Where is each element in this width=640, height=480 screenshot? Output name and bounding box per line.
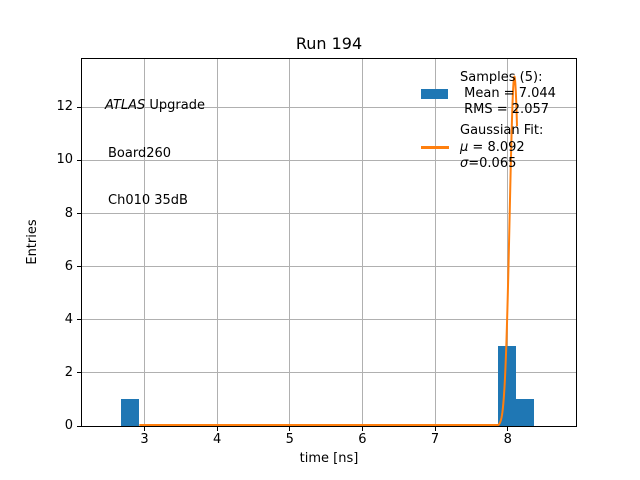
legend-histogram-swatch [421,88,448,99]
x-tick-mark [507,427,509,431]
legend-symbol-sigma: σ [460,156,469,172]
x-tick-mark [361,427,363,431]
y-axis-label: Entries [25,219,40,265]
annotation-atlas-text: ATLAS [105,98,146,114]
y-tick-label: 0 [64,418,73,433]
x-tick-label: 7 [430,432,440,447]
gaussian-fit-curve [138,75,519,426]
legend-row-gaussian-header: Gaussian Fit: [421,123,556,139]
gridline-horizontal [82,159,576,161]
histogram-bar [515,399,534,426]
histogram-bar [120,399,139,426]
x-tick-mark [289,427,291,431]
legend-label-sigma: σ=0.065 [460,156,517,172]
gridline-vertical [289,59,291,426]
annotation-line-2: Board260 [108,145,172,161]
legend-label-rms: RMS = 2.057 [460,102,550,118]
y-tick-label: 6 [64,258,73,274]
gridline-vertical [361,59,363,426]
y-tick-mark [77,319,81,321]
legend-row-samples-header: Samples (5): [421,69,556,85]
x-tick-label: 3 [140,432,149,447]
x-tick-mark [143,427,145,431]
gridline-vertical [216,59,218,426]
legend-row-sigma: σ=0.065 [421,156,556,172]
legend-fit-line-swatch [421,145,449,149]
gridline-vertical [507,59,509,426]
legend-label-gaussian-header: Gaussian Fit: [460,123,544,139]
chart-title: Run 194 [295,34,363,53]
y-tick-mark [77,266,81,268]
x-tick-mark [434,427,436,431]
x-tick-label: 5 [285,432,294,447]
y-tick-mark [77,372,81,374]
legend-handle-mu [421,145,449,149]
legend-label-mu: μ = 8.092 [460,139,525,155]
annotation-upgrade-text: Upgrade [145,98,205,114]
legend-label-mean: Mean = 7.044 [460,86,556,102]
grid-layer [82,59,576,426]
x-axis-label: time [ns] [299,451,359,466]
legend-row-mu: μ = 8.092 [421,139,556,155]
x-tick-label: 4 [212,432,222,447]
y-tick-label: 12 [56,99,73,115]
y-tick-mark [77,159,81,161]
legend-label-samples-header: Samples (5): [460,69,543,85]
y-tick-mark [77,213,81,215]
x-tick-label: 8 [503,432,512,447]
gridline-horizontal [82,319,576,321]
annotation-line-3: Ch010 35dB [108,192,188,208]
annotation-line-1: ATLAS Upgrade [105,98,205,114]
legend-row-rms: RMS = 2.057 [421,102,556,118]
legend: Samples (5): Mean = 7.044 RMS = 2.057 Gau… [421,69,556,172]
gridline-horizontal [82,106,576,108]
x-tick-mark [216,427,218,431]
plot-area [81,58,577,427]
legend-row-mean: Mean = 7.044 [421,85,556,101]
y-tick-mark [77,106,81,108]
annotation-block: ATLAS Upgrade Board260 Ch010 35dB [105,67,205,240]
gridline-horizontal [82,372,576,374]
legend-symbol-mu: μ [460,139,469,155]
gridline-horizontal [82,266,576,268]
legend-handle-mean [421,88,449,99]
y-tick-label: 10 [56,152,73,168]
gridline-vertical [143,59,145,426]
gridline-vertical [434,59,436,426]
y-tick-mark [77,425,81,427]
y-tick-label: 2 [64,364,73,380]
x-tick-label: 6 [358,432,367,447]
y-tick-label: 8 [64,205,73,221]
fit-curve-line [138,75,519,426]
y-tick-label: 4 [64,311,73,327]
gridline-horizontal [82,213,576,215]
